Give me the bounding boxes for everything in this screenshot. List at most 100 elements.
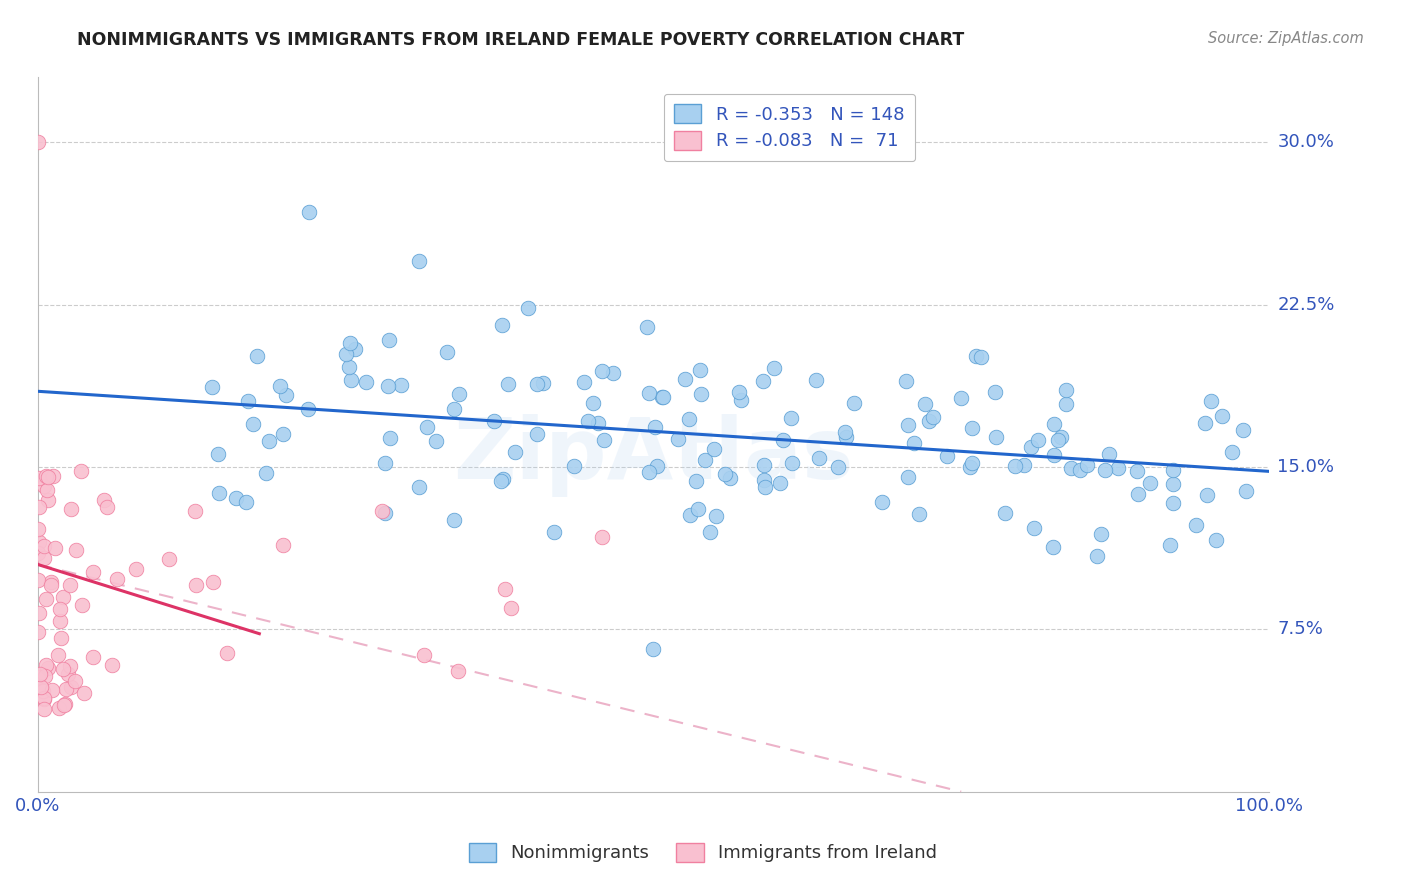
Text: 15.0%: 15.0%	[1278, 458, 1334, 476]
Point	[703, 442, 725, 457]
Point	[526, 376, 548, 391]
Point	[37, 661, 59, 675]
Point	[37, 483, 59, 497]
Point	[643, 641, 665, 656]
Point	[492, 472, 515, 486]
Point	[870, 495, 893, 509]
Point	[593, 433, 616, 447]
Point	[922, 410, 945, 425]
Point	[32, 539, 55, 553]
Point	[443, 401, 465, 416]
Point	[1197, 488, 1219, 502]
Point	[28, 534, 51, 549]
Point	[184, 504, 207, 518]
Point	[728, 384, 751, 399]
Point	[543, 525, 565, 540]
Point	[960, 421, 983, 435]
Point	[576, 414, 599, 428]
Point	[32, 479, 55, 493]
Point	[531, 376, 554, 390]
Point	[408, 480, 430, 494]
Point	[1087, 549, 1109, 564]
Point	[638, 465, 661, 479]
Point	[337, 360, 360, 375]
Point	[678, 508, 700, 522]
Point	[1161, 463, 1184, 477]
Point	[257, 434, 280, 449]
Point	[52, 661, 75, 675]
Point	[82, 565, 104, 579]
Point	[695, 452, 717, 467]
Point	[489, 474, 512, 488]
Point	[27, 574, 49, 588]
Point	[1232, 423, 1254, 437]
Point	[754, 458, 776, 472]
Point	[950, 391, 973, 405]
Point	[806, 374, 828, 388]
Point	[39, 575, 62, 590]
Point	[32, 702, 55, 716]
Point	[914, 397, 936, 411]
Point	[443, 513, 465, 527]
Point	[32, 691, 55, 706]
Point	[28, 606, 51, 620]
Point	[27, 522, 49, 536]
Text: NONIMMIGRANTS VS IMMIGRANTS FROM IRELAND FEMALE POVERTY CORRELATION CHART: NONIMMIGRANTS VS IMMIGRANTS FROM IRELAND…	[77, 31, 965, 49]
Point	[1128, 487, 1150, 501]
Point	[1090, 526, 1112, 541]
Point	[1107, 461, 1129, 475]
Point	[28, 666, 51, 681]
Point	[35, 468, 58, 483]
Point	[636, 320, 658, 334]
Point	[65, 543, 87, 558]
Point	[49, 615, 72, 629]
Point	[897, 417, 920, 432]
Point	[373, 456, 395, 470]
Point	[46, 648, 69, 662]
Point	[1054, 397, 1077, 411]
Point	[48, 701, 70, 715]
Point	[208, 486, 231, 500]
Point	[752, 473, 775, 487]
Point	[591, 530, 613, 544]
Point	[32, 692, 55, 706]
Point	[377, 378, 399, 392]
Point	[1094, 463, 1116, 477]
Point	[1161, 496, 1184, 510]
Point	[936, 449, 959, 463]
Point	[436, 344, 458, 359]
Point	[297, 401, 319, 416]
Point	[273, 427, 295, 442]
Point	[41, 682, 63, 697]
Point	[201, 574, 224, 589]
Point	[1042, 541, 1064, 555]
Point	[371, 504, 394, 518]
Point	[339, 336, 361, 351]
Point	[503, 444, 526, 458]
Point	[730, 392, 752, 407]
Point	[638, 386, 661, 401]
Point	[1211, 409, 1233, 423]
Point	[754, 480, 776, 494]
Point	[217, 646, 239, 660]
Point	[55, 682, 77, 697]
Point	[184, 578, 207, 592]
Point	[591, 364, 613, 378]
Point	[425, 434, 447, 448]
Point	[53, 698, 76, 713]
Point	[718, 471, 741, 485]
Text: 30.0%: 30.0%	[1278, 134, 1334, 152]
Point	[689, 363, 711, 377]
Point	[686, 502, 709, 516]
Point	[378, 333, 401, 347]
Point	[704, 508, 727, 523]
Point	[48, 602, 70, 616]
Point	[1234, 483, 1257, 498]
Text: Source: ZipAtlas.com: Source: ZipAtlas.com	[1208, 31, 1364, 46]
Point	[1043, 417, 1066, 431]
Point	[689, 387, 711, 401]
Point	[501, 601, 523, 615]
Point	[491, 318, 513, 332]
Legend: R = -0.353   N = 148, R = -0.083   N =  71: R = -0.353 N = 148, R = -0.083 N = 71	[664, 94, 915, 161]
Point	[918, 414, 941, 428]
